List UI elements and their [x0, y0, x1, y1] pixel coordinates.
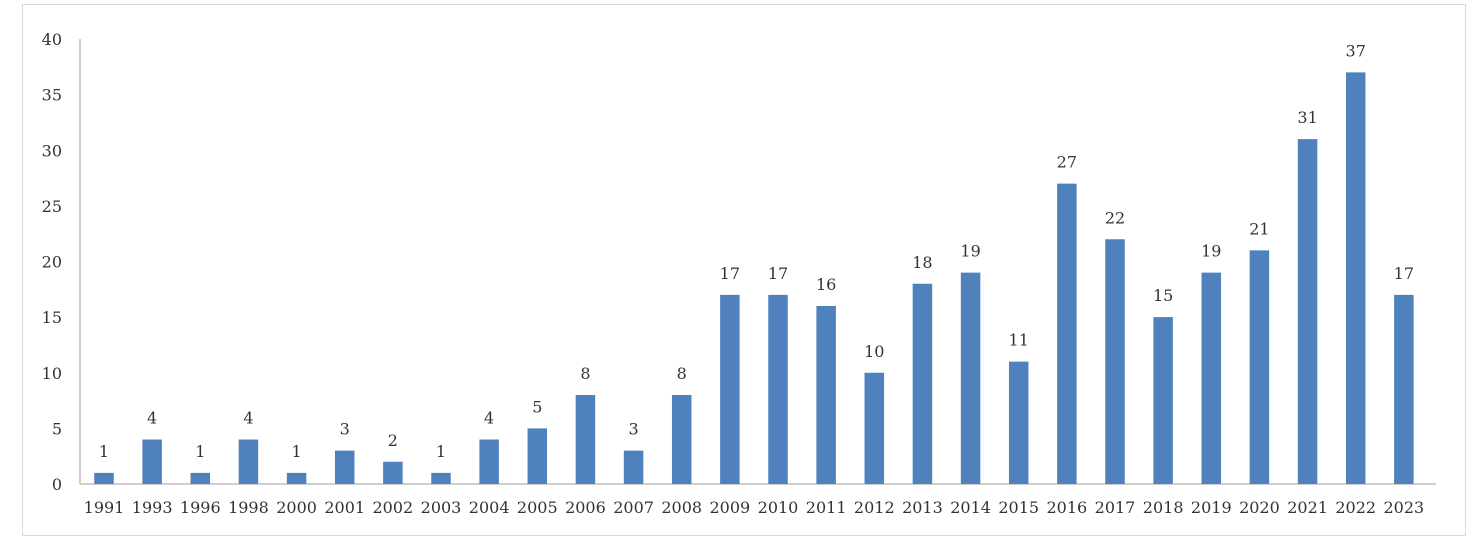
data-label: 4: [484, 409, 494, 428]
x-tick-label: 2009: [709, 498, 750, 517]
data-label: 1: [195, 442, 205, 461]
bar: [1153, 317, 1173, 484]
bar: [238, 439, 259, 484]
bar: [383, 461, 403, 484]
y-tick-label: 10: [42, 364, 62, 383]
x-tick-label: 2010: [758, 498, 799, 517]
bar: [527, 428, 548, 484]
bar: [1201, 272, 1222, 484]
y-axis: 0 5 10 15 20 25 30 35 40: [42, 30, 81, 494]
x-tick-label: 2007: [613, 498, 654, 517]
bar: [1057, 183, 1077, 484]
x-tick-label: 2004: [469, 498, 510, 517]
y-tick-label: 30: [42, 141, 62, 160]
data-label: 27: [1057, 153, 1077, 172]
data-label: 10: [864, 342, 884, 361]
bar: [960, 272, 981, 484]
bar: [864, 372, 885, 484]
x-tick-label: 1991: [84, 498, 125, 517]
y-tick-label: 5: [52, 419, 62, 438]
chart-frame: [22, 4, 1466, 536]
data-label: 3: [340, 420, 350, 439]
data-label: 1: [291, 442, 301, 461]
data-label: 5: [532, 397, 542, 416]
x-tick-label: 1996: [180, 498, 221, 517]
x-tick-label: 2008: [661, 498, 702, 517]
x-tick-label: 2016: [1046, 498, 1087, 517]
bar: [479, 439, 499, 484]
x-tick-label: 2023: [1383, 498, 1424, 517]
data-label: 17: [720, 264, 740, 283]
data-label: 8: [677, 364, 687, 383]
x-tick-label: 2001: [324, 498, 365, 517]
x-tick-label: 2021: [1287, 498, 1328, 517]
bar: [286, 472, 307, 484]
y-tick-label: 15: [42, 308, 62, 327]
data-label: 4: [243, 409, 253, 428]
bar: [816, 306, 836, 484]
x-tick-label: 2019: [1191, 498, 1232, 517]
bar: [720, 294, 740, 484]
data-label: 17: [768, 264, 788, 283]
bar: [575, 395, 596, 484]
data-label: 18: [912, 253, 932, 272]
x-tick-label: 2017: [1095, 498, 1136, 517]
data-label: 8: [580, 364, 590, 383]
x-tick-label: 2022: [1335, 498, 1376, 517]
data-label: 16: [816, 275, 836, 294]
data-label: 21: [1249, 219, 1269, 238]
x-tick-label: 2012: [854, 498, 895, 517]
x-tick-label: 2003: [421, 498, 462, 517]
data-label: 22: [1105, 208, 1125, 227]
data-label: 17: [1394, 264, 1414, 283]
bars: [94, 72, 1414, 484]
bar: [912, 283, 933, 484]
bar: [190, 472, 211, 484]
data-label: 37: [1346, 41, 1366, 60]
bar: [768, 294, 788, 484]
bar: [334, 450, 355, 484]
x-tick-label: 2005: [517, 498, 558, 517]
data-label: 3: [628, 420, 638, 439]
bar: [623, 450, 644, 484]
bar: [1105, 239, 1125, 484]
data-label: 2: [388, 431, 398, 450]
x-tick-label: 2015: [998, 498, 1039, 517]
bar: [1297, 139, 1318, 484]
data-label: 1: [99, 442, 109, 461]
data-label: 4: [147, 409, 157, 428]
y-tick-label: 0: [52, 475, 62, 494]
data-label: 31: [1297, 108, 1317, 127]
data-label: 19: [1201, 242, 1221, 261]
bar: [431, 472, 451, 484]
x-tick-label: 2011: [806, 498, 847, 517]
x-tick-label: 2014: [950, 498, 991, 517]
bar: [1345, 72, 1366, 484]
x-tick-label: 2013: [902, 498, 943, 517]
y-tick-label: 35: [42, 86, 62, 105]
data-label: 19: [960, 242, 980, 261]
bar: [671, 395, 692, 484]
x-tick-label: 2002: [372, 498, 413, 517]
y-tick-label: 20: [42, 253, 62, 272]
bar: [142, 439, 162, 484]
x-tick-label: 2006: [565, 498, 606, 517]
data-label: 1: [436, 442, 446, 461]
x-axis: 1991 1993 1996 1998 2000 2001 2002 2003 2004 2005…: [80, 483, 1436, 517]
bar: [94, 472, 114, 484]
x-tick-label: 1998: [228, 498, 269, 517]
bar: [1394, 294, 1414, 484]
bar: [1249, 250, 1270, 484]
data-label: 11: [1009, 331, 1029, 350]
bar: [1008, 361, 1029, 484]
x-tick-label: 2020: [1239, 498, 1280, 517]
y-tick-label: 40: [42, 30, 62, 49]
y-tick-label: 25: [42, 197, 62, 216]
x-tick-label: 2000: [276, 498, 317, 517]
x-tick-label: 1993: [132, 498, 173, 517]
data-label: 15: [1153, 286, 1173, 305]
x-tick-label: 2018: [1143, 498, 1184, 517]
